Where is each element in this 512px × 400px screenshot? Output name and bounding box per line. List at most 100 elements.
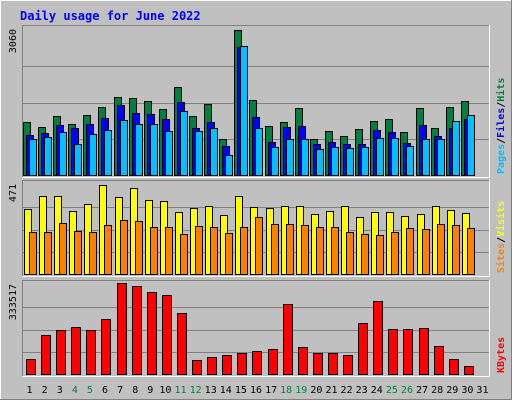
bar-sites (467, 228, 475, 275)
x-tick-label: 9 (147, 385, 153, 396)
bar-pages (467, 115, 475, 176)
bar-kbytes (101, 319, 111, 375)
x-tick-label: 6 (102, 385, 108, 396)
bar-pages (316, 149, 324, 176)
legend-separator: / (496, 102, 507, 108)
bar-sites (301, 225, 309, 275)
x-tick-label: 8 (132, 385, 138, 396)
bar-kbytes (222, 355, 232, 375)
bar-pages (301, 139, 309, 176)
bar-sites (437, 224, 445, 275)
y-max-label: 3060 (8, 29, 19, 53)
x-tick-label: 18 (280, 385, 292, 396)
bar-sites (346, 232, 354, 275)
bar-sites (74, 231, 82, 275)
bar-pages (346, 148, 354, 176)
legend-hits-files-pages: Pages/Files/Hits (495, 78, 507, 174)
bar-sites (452, 225, 460, 275)
bar-kbytes (237, 353, 247, 375)
bar-kbytes (117, 283, 127, 375)
bar-pages (180, 111, 188, 176)
bar-kbytes (268, 349, 278, 375)
bar-pages (150, 124, 158, 176)
x-tick-label: 15 (235, 385, 247, 396)
bar-kbytes (207, 357, 217, 375)
bar-pages (225, 155, 233, 176)
bar-pages (120, 120, 128, 176)
bar-pages (29, 139, 37, 176)
x-tick-label: 19 (295, 385, 307, 396)
bar-pages (286, 139, 294, 176)
bar-pages (406, 146, 414, 176)
bar-kbytes (328, 353, 338, 375)
bar-sites (376, 235, 384, 275)
bar-kbytes (388, 329, 398, 375)
bar-pages (452, 121, 460, 176)
x-tick-label: 7 (117, 385, 123, 396)
bar-sites (316, 227, 324, 275)
bar-sites (29, 232, 37, 275)
bar-sites (150, 227, 158, 275)
bar-kbytes (192, 360, 202, 375)
bar-sites (255, 217, 263, 275)
bar-kbytes (86, 330, 96, 375)
bar-pages (376, 138, 384, 176)
bar-sites (406, 228, 414, 275)
bar-pages (59, 132, 67, 176)
bar-pages (255, 128, 263, 176)
bar-kbytes (283, 304, 293, 375)
x-tick-label: 22 (341, 385, 353, 396)
legend-kbytes: KBytes (496, 337, 507, 373)
x-tick-label: 11 (174, 385, 186, 396)
bar-kbytes (41, 335, 51, 375)
x-tick-label: 23 (356, 385, 368, 396)
bar-kbytes (26, 359, 36, 375)
bar-kbytes (132, 286, 142, 375)
legend-separator: / (496, 237, 507, 243)
x-tick-label: 2 (42, 385, 48, 396)
bar-kbytes (464, 366, 474, 375)
bar-kbytes (358, 323, 368, 375)
bar-sites (165, 227, 173, 275)
bar-pages (391, 138, 399, 176)
x-tick-label: 3 (57, 385, 63, 396)
bar-pages (361, 147, 369, 176)
x-tick-label: 16 (250, 385, 262, 396)
bar-pages (135, 124, 143, 176)
bar-pages (44, 137, 52, 176)
bar-kbytes (419, 328, 429, 375)
bar-sites (271, 224, 279, 275)
bar-pages (437, 139, 445, 176)
legend-visits-sites: Sites/Visits (495, 201, 507, 273)
x-tick-label: 29 (446, 385, 458, 396)
bar-pages (271, 147, 279, 176)
bar-sites (422, 229, 430, 275)
bar-kbytes (403, 329, 413, 375)
bar-kbytes (313, 353, 323, 375)
bar-pages (74, 144, 82, 176)
bar-kbytes (71, 327, 81, 375)
bar-pages (195, 131, 203, 176)
x-tick-label: 4 (72, 385, 78, 396)
x-tick-label: 5 (87, 385, 93, 396)
bar-sites (59, 223, 67, 275)
bar-sites (286, 224, 294, 275)
x-tick-label: 17 (265, 385, 277, 396)
x-axis-day-labels: 1 2 3 4 5 6 7 8 9 10 11 12 13 14 15 16 17 18 19 20 21 22 23 24 2… (27, 385, 489, 396)
legend-files: Files (495, 108, 507, 138)
x-tick-label: 21 (325, 385, 337, 396)
x-tick-label: 28 (431, 385, 443, 396)
bar-kbytes (162, 295, 172, 375)
bar-sites (391, 232, 399, 275)
legend-pages: Pages (496, 144, 507, 174)
panel-visits-sites: 471 Sites/Visits (8, 180, 507, 277)
bar-kbytes (147, 292, 157, 375)
bar-sites (225, 233, 233, 275)
x-tick-label: 31 (476, 385, 488, 396)
x-tick-label: 24 (371, 385, 383, 396)
bar-sites (361, 234, 369, 275)
chart-title: Daily usage for June 2022 (20, 9, 201, 23)
bar-sites (180, 234, 188, 275)
